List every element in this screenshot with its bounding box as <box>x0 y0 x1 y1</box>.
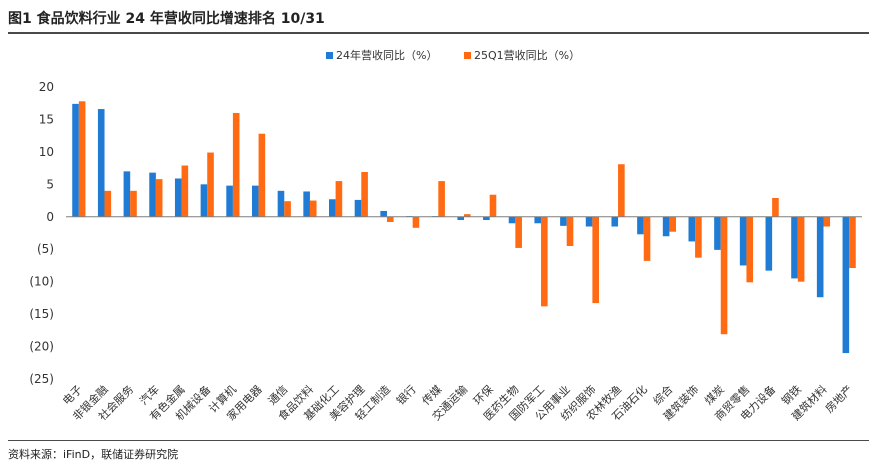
bar-series-2 <box>155 179 163 217</box>
bar-series-1 <box>560 216 567 226</box>
bar-series-1 <box>97 109 105 217</box>
bar-series-2 <box>720 216 728 335</box>
bar-series-2 <box>695 216 702 258</box>
bar-series-2 <box>541 216 548 307</box>
bar-series-1 <box>791 216 798 279</box>
figure-title: 图1 食品饮料行业 24 年营收同比增速排名 10/31 <box>8 11 325 27</box>
y-tick-label: 15 <box>39 112 54 126</box>
bar-series-1 <box>842 216 850 354</box>
bar-series-1 <box>380 210 387 217</box>
x-category-label: 银行 <box>393 382 418 407</box>
bar-series-1 <box>765 216 773 271</box>
bar-series-2 <box>566 216 574 246</box>
bar-series-1 <box>72 103 79 217</box>
bar-series-2 <box>746 216 754 283</box>
bar-series-1 <box>174 178 182 217</box>
bar-series-1 <box>534 216 542 224</box>
y-tick-label: (5) <box>37 242 54 256</box>
y-tick-label: 5 <box>46 177 54 191</box>
y-tick-label: (10) <box>29 275 54 289</box>
bar-series-1 <box>508 216 516 224</box>
bar-series-2 <box>592 216 599 304</box>
bar-series-2 <box>284 201 291 217</box>
bar-series-2 <box>258 133 266 217</box>
legend-label-2: 25Q1营收同比（%） <box>474 48 580 62</box>
legend-label-1: 24年营收同比（%） <box>336 48 437 62</box>
y-tick-label: 10 <box>39 145 54 159</box>
y-tick-label: (25) <box>29 372 54 386</box>
bar-series-2 <box>181 165 189 217</box>
bar-series-2 <box>618 164 625 217</box>
bar-series-2 <box>489 194 497 217</box>
bar-series-2 <box>464 214 471 217</box>
source-note: 资料来源：iFinD，联储证券研究院 <box>8 448 179 461</box>
bar-chart: 24年营收同比（%） 25Q1营收同比（%） 20 15 10 5 0 (5) (10) (15… <box>29 48 862 423</box>
y-tick-label: (15) <box>29 307 54 321</box>
bar-series-1 <box>483 216 490 221</box>
y-tick-label: 0 <box>46 210 54 224</box>
bar-series-2 <box>849 216 856 269</box>
x-category-label: 房地产 <box>822 382 855 415</box>
bar-series-1 <box>277 190 285 217</box>
bar-series-2 <box>309 200 317 217</box>
bar-series-1 <box>329 199 336 217</box>
bar-series-1 <box>123 171 131 217</box>
bar-series-2 <box>412 216 420 228</box>
bar-series-1 <box>200 184 208 217</box>
bar-series-2 <box>669 216 677 232</box>
bar-series-2 <box>515 216 522 248</box>
bar-series-2 <box>797 216 805 282</box>
bar-series-2 <box>207 152 214 217</box>
bar-series-1 <box>303 191 310 217</box>
y-tick-label: (20) <box>29 340 54 354</box>
bar-series-2 <box>823 216 831 227</box>
bar-series-2 <box>643 216 651 261</box>
top-rule <box>8 32 869 34</box>
bar-series-1 <box>354 199 362 217</box>
bar-series-1 <box>149 172 156 217</box>
bar-series-2 <box>361 172 368 217</box>
bottom-rule <box>8 440 869 441</box>
bar-series-1 <box>585 216 593 227</box>
bar-series-1 <box>662 216 670 237</box>
bar-series-1 <box>611 216 619 227</box>
bar-series-2 <box>78 101 86 217</box>
legend-swatch-2 <box>464 52 471 59</box>
bar-series-1 <box>251 185 259 217</box>
bar-series-2 <box>335 181 343 217</box>
bar-series-1 <box>688 216 696 242</box>
bar-series-1 <box>457 216 464 221</box>
bar-series-2 <box>232 112 240 217</box>
bar-series-2 <box>438 181 445 217</box>
y-axis: 20 15 10 5 0 (5) (10) (15) (20) (25) <box>29 80 54 386</box>
bar-series-1 <box>226 185 233 217</box>
bar-series-2 <box>104 190 112 217</box>
bar-series-1 <box>739 216 747 266</box>
chart-legend: 24年营收同比（%） 25Q1营收同比（%） <box>326 48 580 62</box>
bar-series-1 <box>816 216 824 298</box>
bar-series-1 <box>637 216 644 235</box>
bar-series-1 <box>714 216 721 250</box>
bar-series-2 <box>386 216 394 222</box>
bar-series-2 <box>130 190 137 217</box>
y-tick-label: 20 <box>39 80 54 94</box>
bar-group <box>66 101 862 354</box>
legend-swatch-1 <box>326 52 333 59</box>
bar-series-2 <box>772 197 779 217</box>
